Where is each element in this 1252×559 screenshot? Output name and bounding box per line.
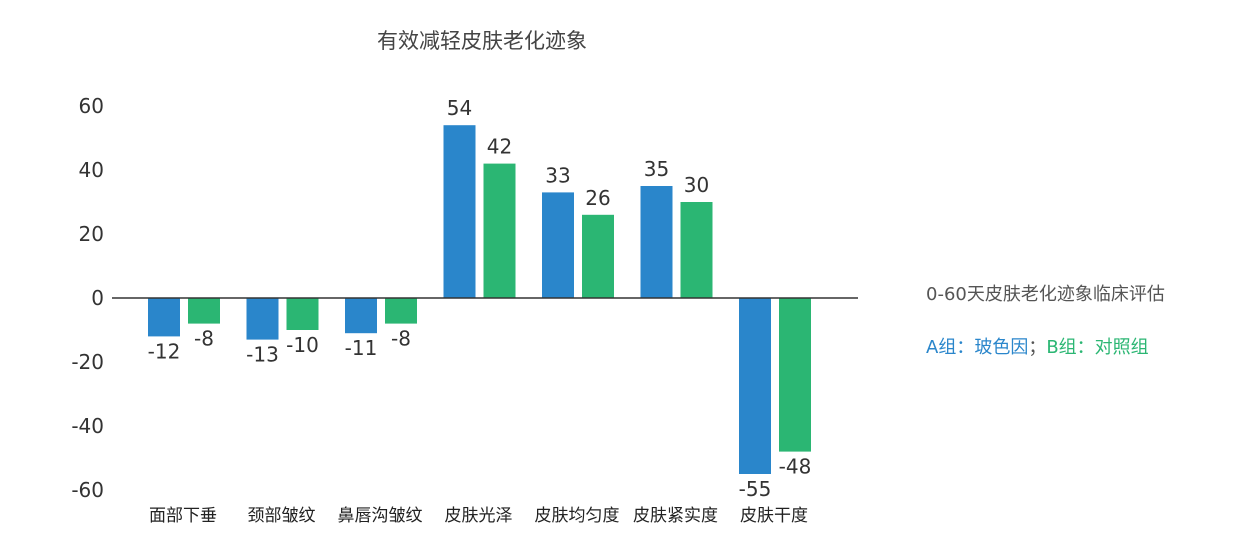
y-tick-label: -20 — [71, 350, 104, 374]
x-category-label: 皮肤干度 — [740, 506, 808, 526]
x-category-label: 面部下垂 — [149, 506, 217, 526]
x-axis-labels: 面部下垂 颈部皱纹 鼻唇沟皱纹 皮肤光泽 皮肤均匀度 皮肤紧实度 皮肤干度 — [149, 506, 808, 526]
annotation-groups: A组：玻色因；B组：对照组 — [926, 333, 1149, 359]
bar-a — [443, 125, 476, 298]
bar-value-label: -8 — [391, 327, 411, 351]
x-category-label: 颈部皱纹 — [248, 506, 316, 526]
annotation-title: 0-60天皮肤老化迹象临床评估 — [926, 284, 1165, 305]
bar-a — [246, 298, 279, 340]
x-category-label: 皮肤紧实度 — [633, 506, 718, 526]
x-category-label: 皮肤光泽 — [445, 506, 513, 526]
y-tick-label: 60 — [79, 94, 104, 118]
bar-b — [385, 298, 417, 324]
y-tick-label: -60 — [71, 478, 104, 502]
bar-value-label: -12 — [148, 339, 181, 363]
x-category-label: 皮肤均匀度 — [535, 506, 620, 526]
y-tick-label: 40 — [79, 158, 104, 182]
bar-value-label: -8 — [194, 327, 214, 351]
x-category-label: 鼻唇沟皱纹 — [338, 506, 423, 526]
bar-a — [542, 192, 574, 298]
bar-b — [286, 298, 319, 330]
bar-value-label: 30 — [684, 173, 709, 197]
group-separator: ； — [1028, 337, 1047, 358]
value-labels: -12 -8 -13 -10 -11 -8 54 42 33 26 35 30 -55 -48 — [148, 96, 812, 501]
bar-a — [148, 298, 180, 337]
y-tick-label: 20 — [79, 222, 104, 246]
bar-b — [483, 163, 516, 298]
chart-title: 有效减轻皮肤老化迹象 — [377, 29, 587, 53]
bar-value-label: -48 — [779, 455, 812, 479]
bar-value-label: 35 — [644, 157, 669, 181]
bar-b — [582, 214, 614, 298]
bar-a — [345, 298, 377, 334]
bar-a — [640, 186, 673, 298]
bar-value-label: -11 — [345, 336, 378, 360]
bar-value-label: -13 — [246, 343, 279, 367]
bar-b — [779, 298, 811, 452]
bar-b — [188, 298, 220, 324]
bar-value-label: 54 — [447, 96, 472, 120]
bars — [148, 125, 811, 474]
bar-value-label: 42 — [487, 135, 512, 159]
bar-a — [739, 298, 771, 474]
bar-value-label: -10 — [286, 333, 319, 357]
y-tick-label: 0 — [91, 286, 104, 310]
group-a-label: A组：玻色因 — [926, 337, 1029, 358]
bar-value-label: 33 — [545, 163, 570, 187]
y-tick-label: -40 — [71, 414, 104, 438]
bar-b — [680, 202, 713, 298]
bar-value-label: -55 — [739, 477, 772, 501]
group-b-label: B组：对照组 — [1046, 337, 1149, 358]
bar-value-label: 26 — [585, 186, 610, 210]
y-axis: 60 40 20 0 -20 -40 -60 — [71, 94, 104, 502]
